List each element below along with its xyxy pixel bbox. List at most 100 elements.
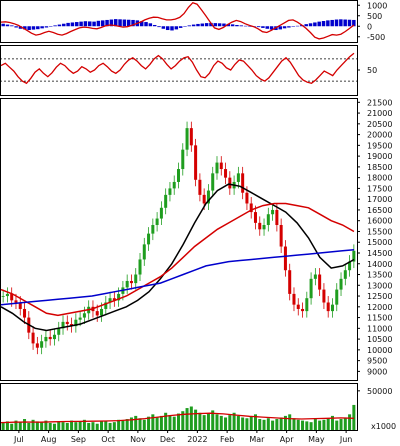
volume-bar <box>40 422 44 430</box>
macd-histogram-bar <box>313 22 317 27</box>
volume-bar <box>326 418 330 430</box>
macd-histogram-bar <box>317 21 321 27</box>
y-tick-label: 11500 <box>367 314 392 323</box>
y-tick-label: 16000 <box>367 217 392 226</box>
candle-body <box>215 162 219 174</box>
macd-histogram-bar <box>204 23 209 27</box>
y-tick-label: 12000 <box>367 303 392 312</box>
candle-body <box>224 169 228 178</box>
candle-body <box>23 308 27 318</box>
volume-bar <box>121 420 125 430</box>
volume-bar <box>198 412 202 430</box>
candle-body <box>305 298 309 312</box>
macd-histogram-bar <box>278 26 282 30</box>
volume-bar <box>305 421 309 430</box>
volume-bar <box>189 406 193 430</box>
volume-bar <box>266 418 270 430</box>
y-tick-label: -500 <box>367 33 385 42</box>
y-tick-label: 15000 <box>367 238 392 247</box>
candle-body <box>309 278 313 299</box>
candle-body <box>176 169 181 182</box>
volume-bar <box>258 419 262 430</box>
candle-body <box>348 261 352 271</box>
macd-histogram-bar <box>40 26 44 29</box>
volume-bar <box>95 423 99 430</box>
macd-histogram-bar <box>148 23 153 27</box>
y-tick-label: 15500 <box>367 227 392 236</box>
macd-histogram-bar <box>165 26 170 31</box>
x-tick-label: Jul <box>13 435 24 444</box>
candle-body <box>318 274 322 290</box>
volume-bar <box>330 415 334 430</box>
candle-body <box>14 300 18 303</box>
macd-histogram-bar <box>265 26 269 29</box>
y-tick-label: 12500 <box>367 292 392 301</box>
macd-histogram-bar <box>122 19 127 27</box>
candle-body <box>164 194 168 208</box>
candle-body <box>65 321 69 325</box>
macd-histogram-bar <box>243 25 248 27</box>
macd-histogram-bar <box>178 26 183 28</box>
macd-histogram-bar <box>27 26 31 31</box>
volume-bar <box>339 419 343 430</box>
y-tick-label: 18000 <box>367 174 392 183</box>
macd-histogram-bar <box>109 19 114 27</box>
macd-histogram-bar <box>1 23 5 27</box>
x-axis: Jul Aug Sep Oct Nov Dec 2022 Feb Mar Apr May Jun <box>13 430 352 444</box>
volume-bar <box>181 411 185 430</box>
candle-body <box>194 145 198 180</box>
volume-bar <box>117 419 121 430</box>
volume-bar <box>194 409 198 430</box>
macd-histogram-bar <box>248 26 252 27</box>
x-tick-label: May <box>308 435 325 444</box>
candle-body <box>95 311 99 316</box>
macd-histogram-bar <box>339 19 343 27</box>
macd-histogram-bar <box>304 24 308 27</box>
y-tick-label: 21500 <box>367 98 392 107</box>
macd-histogram-bar <box>174 26 179 30</box>
rsi-panel: 50 <box>0 45 377 96</box>
candle-body <box>134 274 138 284</box>
macd-histogram-bar <box>49 26 53 27</box>
macd-histogram-bar <box>161 26 166 29</box>
volume-bar <box>296 419 300 430</box>
candle-body <box>279 225 283 247</box>
macd-signal-line <box>0 1 355 40</box>
volume-bar <box>271 420 275 430</box>
macd-histogram-bar <box>10 25 14 27</box>
volume-bar <box>168 415 172 430</box>
macd-histogram-bar <box>5 24 10 27</box>
volume-bar <box>206 413 210 430</box>
volume-bar <box>10 423 14 430</box>
candle-body <box>271 209 275 215</box>
candle-body <box>189 128 193 146</box>
y-tick-label: 10500 <box>367 335 392 344</box>
macd-histogram-bar <box>83 21 88 27</box>
volume-unit-label: x1000 <box>371 422 396 431</box>
macd-histogram-bar <box>230 24 235 27</box>
volume-bar <box>313 419 317 430</box>
y-tick-label: 19500 <box>367 141 392 150</box>
macd-histogram-bar <box>326 20 330 27</box>
macd-histogram-bar <box>113 19 118 27</box>
x-tick-label: Apr <box>280 435 295 444</box>
volume-panel: 50000 x1000 <box>0 383 396 431</box>
candle-body <box>142 244 146 260</box>
candle-body <box>275 209 279 226</box>
macd-histogram-bar <box>36 26 40 30</box>
macd-histogram-bar <box>31 26 36 30</box>
volume-bar <box>5 421 9 430</box>
macd-histogram-bar <box>44 26 49 28</box>
macd-histogram-bar <box>105 19 109 27</box>
candle-body <box>258 222 262 230</box>
volume-bar <box>348 414 352 430</box>
volume-bar <box>228 415 232 430</box>
macd-histogram-bar <box>256 26 261 28</box>
volume-bar <box>70 420 74 430</box>
x-tick-label: Mar <box>249 435 265 444</box>
candle-body <box>138 259 142 275</box>
macd-histogram-bar <box>14 26 18 28</box>
candle-body <box>5 293 9 297</box>
volume-bar <box>23 419 27 430</box>
